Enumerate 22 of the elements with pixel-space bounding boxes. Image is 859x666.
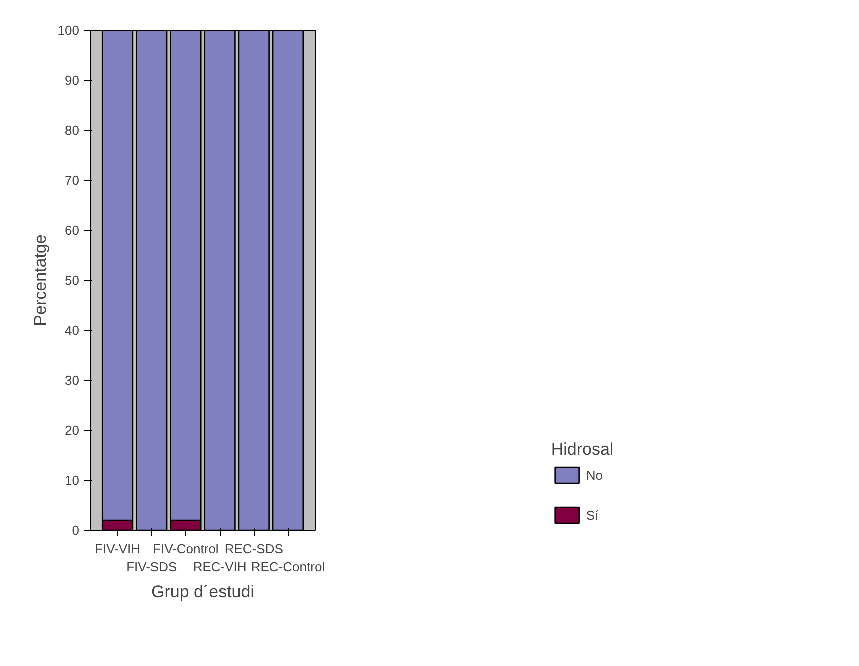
x-tick-label: REC-SDS: [224, 542, 284, 556]
x-axis-title: Grup d´estudi: [152, 582, 254, 602]
legend-label: Sí: [586, 508, 600, 522]
y-tick-label: 60: [65, 223, 80, 238]
x-tick-label: REC-Control: [251, 560, 326, 574]
y-tick-label: 10: [65, 473, 80, 488]
y-tick-label: 0: [72, 523, 80, 538]
legend-title: Hidrosal: [551, 440, 614, 460]
x-tick-label: REC-VIH: [193, 560, 247, 574]
y-tick-label: 80: [65, 123, 80, 138]
legend-label: No: [586, 468, 604, 482]
y-tick-label: 50: [65, 273, 80, 288]
y-tick-label: 100: [58, 23, 80, 38]
x-tick-label: FIV-Control: [153, 542, 219, 556]
y-tick-label: 30: [65, 373, 80, 388]
x-tick-label: FIV-SDS: [126, 560, 178, 574]
y-tick-label: 40: [65, 323, 80, 338]
y-axis-title: Percentatge: [30, 234, 50, 326]
y-tick-label: 70: [65, 173, 80, 188]
y-tick-label: 90: [65, 73, 80, 88]
y-tick-label: 20: [65, 423, 80, 438]
x-tick-label: FIV-VIH: [95, 542, 141, 556]
